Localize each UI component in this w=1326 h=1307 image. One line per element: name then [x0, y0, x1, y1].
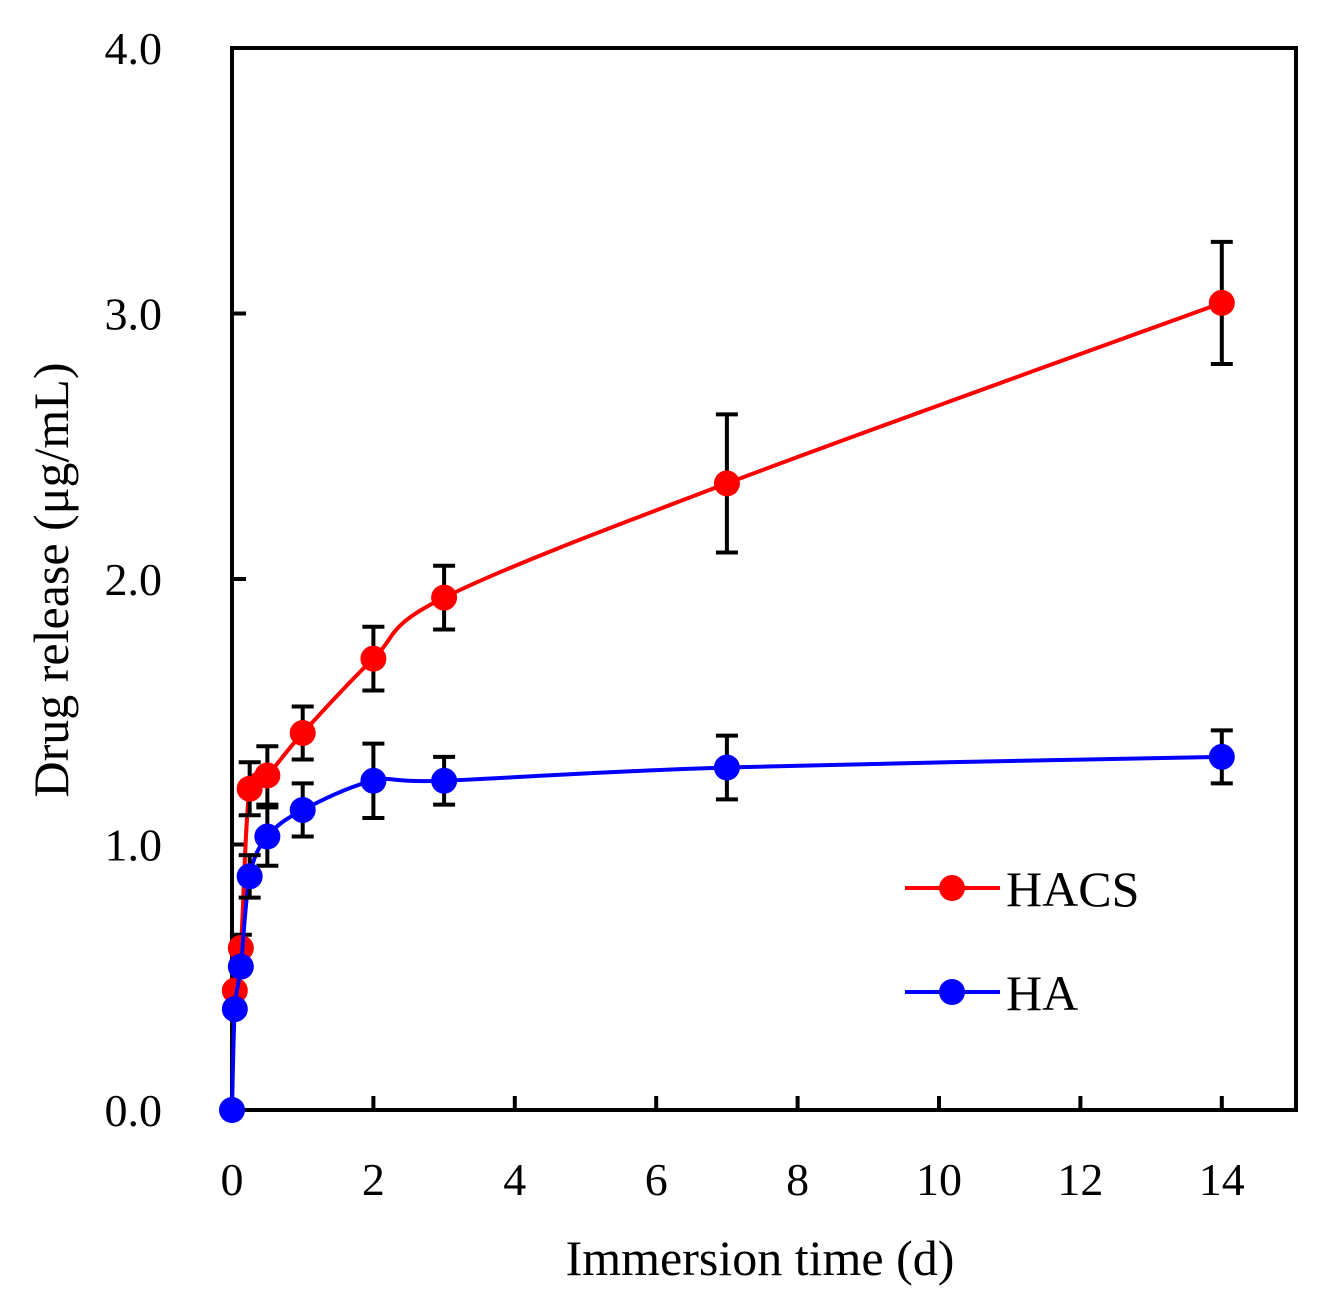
- y-tick-label: 1.0: [105, 820, 163, 871]
- data-point-ha: [1208, 743, 1235, 770]
- data-point-ha: [254, 823, 281, 850]
- series-ha: [219, 728, 1235, 1123]
- plot-area-frame: [230, 46, 1298, 1112]
- y-tick-label: 3.0: [105, 289, 163, 340]
- legend-label-ha: HA: [1006, 965, 1078, 1021]
- series-layer: [219, 239, 1235, 1123]
- data-point-hacs: [221, 977, 248, 1004]
- x-tick-label: 8: [786, 1154, 809, 1205]
- y-axis-title: Drug release (μg/mL): [23, 363, 79, 798]
- series-hacs: [221, 239, 1235, 1004]
- x-tick-label: 12: [1057, 1154, 1103, 1205]
- data-point-hacs: [236, 775, 263, 802]
- x-tick-label: 6: [645, 1154, 668, 1205]
- data-point-ha: [227, 953, 254, 980]
- y-tick-label: 2.0: [105, 554, 163, 605]
- data-point-ha: [221, 996, 248, 1023]
- data-point-ha: [236, 863, 263, 890]
- series-line-ha: [230, 754, 1222, 1111]
- x-axis-ticks: 0 2 4 6 8 10 12 14: [221, 1096, 1245, 1205]
- data-point-ha: [219, 1097, 245, 1123]
- y-axis-ticks: 0.0 1.0 2.0 3.0 4.0: [105, 23, 246, 1136]
- x-tick-label: 0: [221, 1154, 244, 1205]
- data-point-ha: [713, 754, 740, 781]
- data-point-hacs: [254, 762, 281, 789]
- data-point-ha: [431, 767, 458, 794]
- x-tick-label: 14: [1199, 1154, 1245, 1205]
- legend-label-hacs: HACS: [1006, 861, 1139, 917]
- legend-marker-ha: [939, 979, 965, 1005]
- y-tick-label: 0.0: [105, 1085, 163, 1136]
- x-tick-label: 2: [362, 1154, 385, 1205]
- data-point-ha: [289, 796, 316, 823]
- y-tick-label: 4.0: [105, 23, 163, 74]
- data-point-hacs: [289, 719, 316, 746]
- legend: HACS HA: [905, 861, 1139, 1021]
- data-point-hacs: [360, 645, 387, 672]
- data-point-hacs: [713, 470, 740, 497]
- data-point-hacs: [1208, 289, 1235, 316]
- x-tick-label: 10: [916, 1154, 962, 1205]
- x-axis-title: Immersion time (d): [566, 1230, 955, 1286]
- data-point-hacs: [431, 584, 458, 611]
- x-tick-label: 4: [503, 1154, 526, 1205]
- data-point-ha: [360, 767, 387, 794]
- legend-marker-hacs: [939, 875, 965, 901]
